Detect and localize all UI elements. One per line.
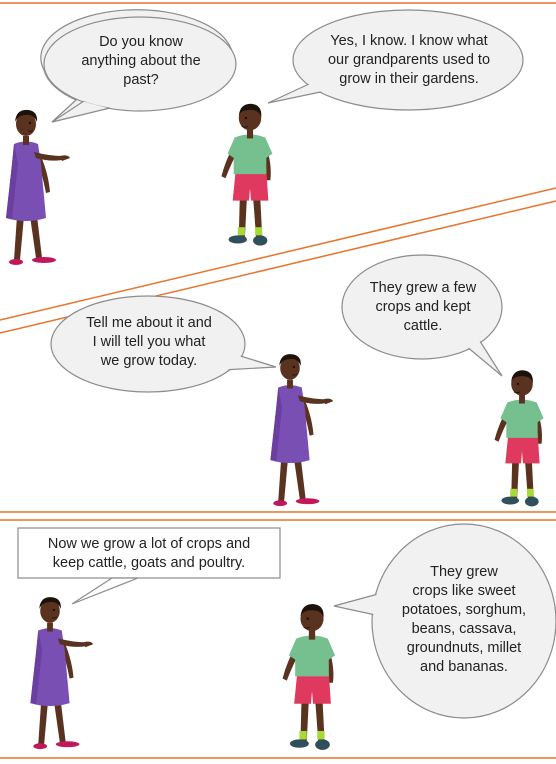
girl-figure-panel-3: [29, 596, 94, 750]
speech-text-panel-1-girl: Do you know anything about the past?: [81, 34, 201, 88]
boy-figure-panel-3: [282, 603, 336, 751]
girl-figure-panel-1: [5, 109, 71, 266]
speech-text-panel-2-girl: Tell me about it and I will tell you wha…: [86, 315, 212, 369]
speech-text-panel-1-boy: Yes, I know. I know what our grandparent…: [327, 33, 491, 87]
speech-text-panel-2-boy: They grew a few crops and kept cattle.: [369, 280, 477, 334]
speech-text-panel-3-boy: They grew crops like sweet potatoes, sor…: [401, 564, 527, 675]
boy-figure-panel-2: [494, 369, 545, 507]
girl-figure-panel-2: [269, 353, 334, 507]
boy-figure-panel-1: [220, 103, 273, 247]
speech-text-panel-3-girl: Now we grow a lot of crops and keep catt…: [47, 536, 251, 571]
